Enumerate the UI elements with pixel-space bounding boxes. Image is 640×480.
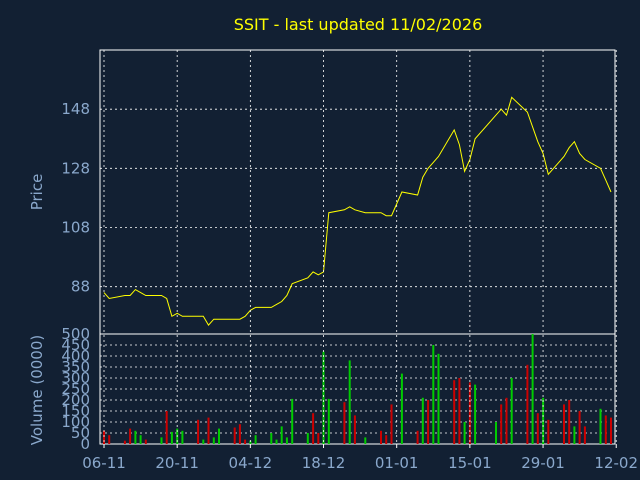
volume-bar — [547, 419, 550, 444]
volume-bar — [604, 415, 607, 444]
volume-bar — [568, 400, 571, 444]
volume-bar — [463, 422, 466, 444]
volume-tick-label: 0 — [80, 435, 90, 453]
volume-bar — [291, 398, 294, 444]
volume-bar — [432, 345, 435, 444]
volume-bar — [343, 402, 346, 444]
volume-tick-label: 300 — [61, 369, 90, 387]
volume-tick-label: 400 — [61, 347, 90, 365]
x-tick-label: 01-01 — [375, 454, 419, 472]
volume-bar — [500, 404, 503, 444]
volume-bar — [327, 398, 330, 444]
price-line — [103, 96, 612, 326]
volume-bar — [390, 404, 393, 444]
volume-bar — [380, 430, 382, 444]
volume-bar — [270, 433, 273, 444]
volume-tick-label: 100 — [61, 413, 90, 431]
price-tick-label: 148 — [61, 100, 90, 118]
x-tick-label: 18-12 — [302, 454, 346, 472]
volume-bar — [364, 437, 367, 444]
volume-bar — [536, 413, 539, 444]
volume-bar — [160, 437, 163, 444]
x-tick-label: 15-01 — [448, 454, 492, 472]
volume-bar — [458, 378, 461, 444]
volume-bar — [468, 382, 471, 444]
volume-bar — [254, 435, 257, 444]
volume-bar — [495, 422, 497, 444]
volume-tick-label: 50 — [71, 424, 90, 442]
x-tick-label: 29-01 — [521, 454, 565, 472]
volume-bar — [218, 428, 220, 444]
volume-bar — [233, 427, 236, 444]
x-tick-label: 12-02 — [594, 454, 638, 472]
volume-bar — [531, 334, 534, 444]
volume-bar — [170, 431, 173, 444]
volume-bar — [249, 440, 252, 444]
volume-tick-label: 150 — [61, 402, 90, 420]
volume-bar — [197, 419, 200, 444]
volume-bar — [129, 428, 132, 444]
volume-bar — [212, 437, 215, 444]
volume-bar — [353, 415, 356, 444]
volume-bar — [207, 417, 210, 444]
price-tick-label: 108 — [61, 219, 90, 237]
volume-bar — [437, 353, 440, 444]
volume-bar — [123, 440, 126, 444]
volume-bar — [421, 397, 424, 444]
x-tick-label: 04-12 — [229, 454, 273, 472]
x-axis: 06-11 20-11 04-12 18-12 01-01 15-01 29-01 12-02 — [82, 50, 638, 472]
volume-bar — [312, 413, 315, 444]
volume-bar — [202, 439, 205, 444]
chart-title: SSIT - last updated 11/02/2026 — [234, 15, 483, 34]
volume-bar — [103, 430, 105, 444]
volume-tick-label: 450 — [61, 336, 90, 354]
volume-bar — [610, 417, 612, 444]
volume-bar — [563, 404, 565, 444]
volume-bar — [139, 435, 142, 444]
volume-bar — [416, 430, 419, 444]
volume-bar — [599, 408, 602, 444]
volume-bar — [280, 426, 283, 444]
volume-bar — [317, 433, 320, 444]
volume-bar — [134, 430, 137, 444]
volume-bar — [165, 411, 168, 444]
volume-bar — [108, 435, 111, 444]
volume-bar — [578, 411, 581, 444]
volume-tick-label: 200 — [61, 391, 90, 409]
volume-bar — [181, 430, 184, 444]
volume-bar — [144, 439, 147, 444]
volume-bar — [322, 351, 325, 444]
volume-bar — [306, 433, 309, 444]
volume-bar — [244, 439, 247, 444]
volume-bar — [510, 378, 513, 444]
volume-bar — [285, 437, 288, 444]
price-axis-label: Price — [28, 174, 46, 211]
x-tick-label: 06-11 — [82, 454, 126, 472]
volume-bar — [275, 439, 278, 444]
volume-bar — [400, 373, 403, 444]
volume-axis-label: Volume (0000) — [28, 335, 46, 445]
volume-bar — [573, 426, 576, 444]
price-panel: 88 108 128 148 — [61, 49, 616, 335]
volume-tick-label: 250 — [61, 380, 90, 398]
volume-tick-label: 350 — [61, 358, 90, 376]
x-tick-label: 20-11 — [155, 454, 199, 472]
volume-bar — [348, 360, 351, 444]
volume-bar — [583, 426, 586, 444]
volume-bar — [526, 364, 529, 444]
price-tick-label: 128 — [61, 159, 90, 177]
volume-bar — [453, 380, 456, 444]
volume-bar — [505, 397, 508, 444]
volume-bar — [385, 435, 388, 444]
volume-bar — [427, 400, 430, 444]
volume-bar — [238, 424, 241, 444]
volume-tick-label: 500 — [61, 325, 90, 343]
price-tick-label: 88 — [71, 278, 90, 296]
volume-bar — [474, 384, 477, 444]
